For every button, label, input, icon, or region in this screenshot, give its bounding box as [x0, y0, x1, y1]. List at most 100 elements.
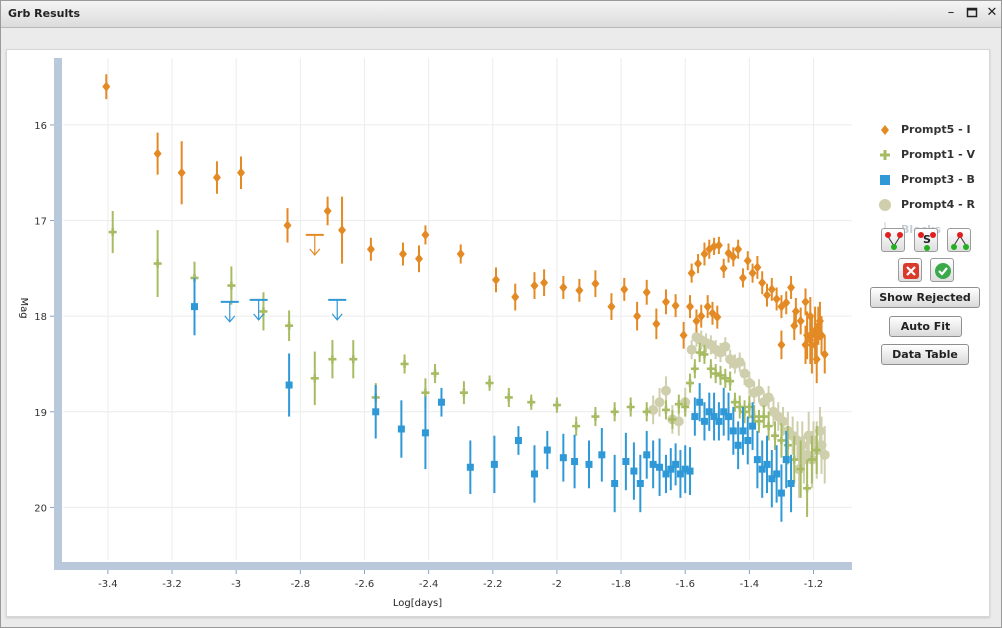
prompt1-v-point — [349, 355, 358, 364]
prompt1-v-point — [750, 412, 759, 421]
x-tick-label: -1.6 — [675, 579, 695, 590]
prompt3-b-point — [763, 460, 771, 468]
prompt1-v-point — [459, 388, 468, 397]
prompt3-b-point — [749, 422, 757, 430]
prompt3-b-point — [681, 465, 689, 473]
legend-item-prompt4-r[interactable]: Prompt4 - R — [877, 197, 997, 222]
x-axis-bar — [54, 562, 852, 570]
y-tick-label: 20 — [34, 503, 47, 514]
prompt1-v-point — [686, 379, 695, 388]
prompt1-v-point — [674, 400, 683, 409]
fit-shape-peak-icon[interactable] — [947, 228, 971, 252]
prompt1-v-point — [661, 405, 670, 414]
prompt5-i-point — [758, 277, 767, 288]
prompt5-i-point — [652, 318, 661, 329]
prompt1-v-point — [726, 377, 735, 386]
legend: Prompt5 - I Prompt1 - V Prompt3 - B Prompt4… — [877, 122, 997, 247]
prompt3-b-point — [734, 441, 742, 449]
maximize-icon[interactable] — [963, 4, 981, 22]
prompt4-r-point — [720, 341, 731, 352]
prompt5-i-point — [671, 300, 680, 311]
accept-icon[interactable] — [930, 258, 954, 282]
prompt3-b-point — [622, 458, 630, 466]
fit-shape-s-icon[interactable]: S — [914, 228, 938, 252]
y-tick-label: 16 — [34, 121, 47, 132]
prompt3-b-point — [397, 425, 405, 433]
prompt5-i-point — [729, 251, 738, 262]
prompt3-b-upper-limit-arrow — [331, 313, 343, 321]
prompt3-b-point — [710, 413, 718, 421]
prompt3-b-point — [773, 470, 781, 478]
prompt5-i-point — [763, 290, 772, 301]
fit-shape-v-icon[interactable] — [881, 228, 905, 252]
prompt3-b-point — [696, 398, 704, 406]
prompt1-v-point — [735, 403, 744, 412]
prompt3-b-point — [768, 475, 776, 483]
prompt1-v-point — [812, 446, 821, 455]
prompt1-v-point — [716, 371, 725, 380]
prompt5-i-point — [607, 301, 616, 312]
prompt3-b-point — [729, 427, 737, 435]
x-tick-label: -3.2 — [162, 579, 182, 590]
prompt3-b-point — [611, 480, 619, 488]
prompt3-b-point — [543, 446, 551, 454]
legend-item-prompt1-v[interactable]: Prompt1 - V — [877, 147, 997, 172]
x-tick-label: -1.4 — [740, 579, 760, 590]
prompt3-b-point — [656, 463, 664, 471]
prompt1-v-point — [227, 281, 236, 290]
prompt5-i-point — [620, 284, 629, 295]
prompt1-v-point — [310, 374, 319, 383]
show-rejected-button[interactable]: Show Rejected — [870, 287, 980, 308]
prompt5-i-point — [772, 293, 781, 304]
prompt5-i-point — [102, 81, 111, 92]
prompt3-b-point — [700, 417, 708, 425]
prompt1-v-point — [485, 379, 494, 388]
prompt5-i-point — [591, 278, 600, 289]
prompt1-v-point — [690, 364, 699, 373]
prompt3-b-point — [571, 458, 579, 466]
prompt4-r-point — [819, 449, 830, 460]
y-axis-bar — [54, 58, 62, 562]
reject-icon[interactable] — [898, 258, 922, 282]
minimize-icon[interactable]: – — [947, 5, 955, 20]
prompt5-i-point — [714, 240, 723, 251]
prompt5-i-point — [719, 263, 728, 274]
legend-diamond-icon — [881, 125, 889, 135]
prompt4-r-point — [753, 385, 764, 396]
prompt5-i-point — [661, 296, 670, 307]
legend-item-prompt5-i[interactable]: Prompt5 - I — [877, 122, 997, 147]
prompt4-r-point — [744, 378, 755, 389]
prompt3-b-point — [585, 460, 593, 468]
legend-square-icon — [880, 175, 890, 185]
auto-fit-button[interactable]: Auto Fit — [889, 316, 962, 337]
light-curve-chart: -3.4 -3.2 -3 -2.8 -2.6 -2.4 -2.2 -2 -1.8 -1.6 -1.4… — [18, 58, 852, 609]
prompt5-i-point — [700, 249, 709, 260]
prompt1-v-point — [610, 407, 619, 416]
prompt1-v-point — [527, 398, 536, 407]
prompt5-i-point — [491, 274, 500, 285]
data-table-button[interactable]: Data Table — [881, 344, 969, 365]
prompt5-i-point — [703, 301, 712, 312]
prompt5-i-point — [820, 349, 829, 360]
window-title: Grb Results — [8, 7, 81, 20]
prompt4-r-point — [660, 385, 671, 396]
prompt3-b-point — [777, 489, 785, 497]
prompt5-i-point — [782, 297, 791, 308]
prompt5-i-point — [686, 301, 695, 312]
prompt5-i-point — [212, 172, 221, 183]
prompt1-v-point — [328, 355, 337, 364]
prompt5-i-point — [806, 335, 815, 346]
x-tick-label: -2 — [552, 579, 562, 590]
prompt3-b-point — [421, 429, 429, 437]
x-tick-label: -2.8 — [291, 579, 311, 590]
prompt1-v-point — [796, 465, 805, 474]
close-icon[interactable]: ✕ — [986, 5, 998, 20]
legend-item-prompt3-b[interactable]: Prompt3 - B — [877, 172, 997, 197]
prompt3-b-point — [725, 413, 733, 421]
legend-label: Prompt1 - V — [901, 148, 976, 161]
prompt5-i-point — [338, 225, 347, 236]
prompt3-b-point — [191, 303, 198, 311]
prompt1-v-point — [400, 359, 409, 368]
prompt5-i-point — [743, 255, 752, 266]
prompt5-i-point — [177, 167, 186, 178]
